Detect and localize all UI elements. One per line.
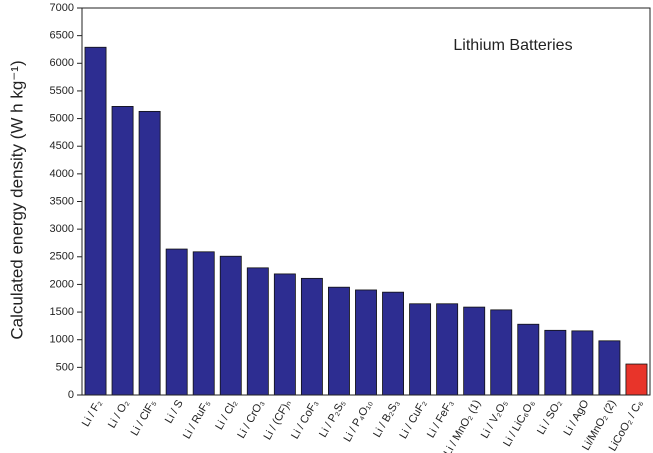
- y-tick-label: 4000: [50, 168, 74, 180]
- y-tick-label: 0: [68, 389, 74, 401]
- bar: [490, 309, 513, 396]
- bar: [625, 363, 648, 396]
- x-tick-label: Li / CoF₃: [289, 398, 321, 441]
- bar: [84, 46, 107, 396]
- y-tick-label: 5500: [50, 85, 74, 97]
- bar: [138, 110, 161, 396]
- y-tick-label: 1500: [50, 306, 74, 318]
- y-tick-label: 1000: [50, 334, 74, 346]
- y-tick-label: 5000: [50, 112, 74, 124]
- y-tick-label: 3500: [50, 195, 74, 207]
- x-tick-label: Li / O₂: [106, 398, 132, 430]
- y-tick-label: 500: [56, 361, 74, 373]
- x-tick-label: Li / Cl₂: [213, 398, 240, 432]
- bar: [192, 251, 215, 396]
- x-tick-label: Li / SO₂: [535, 398, 564, 437]
- bar: [571, 330, 594, 396]
- y-axis-label: Calculated energy density (W h kg⁻¹): [7, 60, 26, 339]
- x-tick-label: Li / ClF₅: [129, 398, 159, 438]
- y-tick-label: 6500: [50, 30, 74, 42]
- bar: [598, 340, 621, 396]
- plot-frame: [81, 7, 651, 396]
- bar: [544, 329, 567, 396]
- bar: [463, 306, 486, 396]
- bar: [355, 289, 377, 396]
- x-tick-label: Li / AgO: [562, 398, 592, 438]
- y-tick-label: 7000: [50, 2, 74, 14]
- y-tick-label: 2000: [50, 278, 74, 290]
- x-tick-label: Li / S: [163, 398, 186, 426]
- bar: [273, 273, 296, 396]
- y-tick-label: 6000: [50, 57, 74, 69]
- y-tick-label: 3000: [50, 223, 74, 235]
- x-tick-label: Li / F₂: [80, 398, 105, 429]
- bar: [246, 267, 269, 396]
- bar: [300, 277, 323, 396]
- bar: [409, 303, 432, 396]
- bar: [165, 248, 188, 396]
- annotation: Lithium Batteries: [453, 37, 572, 54]
- y-tick-label: 2500: [50, 251, 74, 263]
- bar: [517, 323, 540, 396]
- bar: [436, 303, 459, 396]
- bar: [328, 286, 350, 396]
- bar: [382, 291, 404, 396]
- x-tick-label: Li / RuF₅: [181, 398, 213, 441]
- y-tick-label: 4500: [50, 140, 74, 152]
- bar: [111, 106, 134, 396]
- bar: [219, 255, 242, 396]
